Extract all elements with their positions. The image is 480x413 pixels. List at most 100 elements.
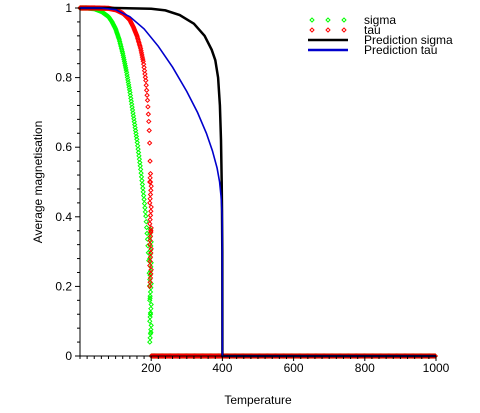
legend-marker bbox=[325, 17, 331, 23]
data-point bbox=[147, 314, 153, 320]
x-tick-label: 1000 bbox=[423, 361, 450, 375]
data-point bbox=[125, 82, 132, 88]
x-tick-label: 600 bbox=[284, 361, 304, 375]
data-point bbox=[122, 63, 128, 69]
data-point bbox=[146, 118, 152, 125]
data-point bbox=[121, 58, 128, 65]
data-point bbox=[148, 285, 154, 291]
data-point bbox=[126, 87, 133, 93]
data-point bbox=[144, 92, 150, 98]
data-point bbox=[141, 196, 147, 203]
data-point bbox=[147, 275, 154, 281]
data-point bbox=[148, 183, 154, 189]
data-point bbox=[147, 335, 153, 341]
data-point bbox=[147, 233, 154, 239]
data-point bbox=[147, 293, 153, 299]
data-point bbox=[145, 111, 152, 117]
series-prediction-tau-line bbox=[80, 7, 436, 357]
data-point bbox=[123, 69, 130, 76]
data-point bbox=[147, 262, 153, 269]
series-prediction-sigma-line bbox=[80, 6, 436, 358]
data-point bbox=[124, 74, 131, 81]
y-tick-label: 0.4 bbox=[55, 210, 72, 224]
data-point bbox=[143, 82, 149, 88]
data-point bbox=[147, 289, 154, 295]
data-point bbox=[140, 189, 146, 195]
data-point bbox=[139, 181, 146, 188]
data-point bbox=[138, 50, 145, 56]
data-point bbox=[144, 97, 151, 103]
data-point bbox=[138, 174, 145, 180]
data-point bbox=[148, 225, 154, 231]
data-point bbox=[143, 213, 149, 219]
data-point bbox=[148, 250, 154, 256]
data-point bbox=[148, 329, 154, 336]
data-point bbox=[147, 221, 153, 227]
x-axis-title: Temperature bbox=[224, 393, 292, 407]
data-point bbox=[148, 243, 154, 249]
data-point bbox=[146, 127, 152, 134]
data-point bbox=[146, 140, 153, 146]
data-point bbox=[122, 60, 128, 67]
data-point bbox=[147, 158, 153, 164]
data-point bbox=[147, 339, 153, 345]
data-point bbox=[147, 318, 153, 324]
y-tick-label: 0.8 bbox=[55, 71, 72, 85]
data-point bbox=[120, 54, 127, 61]
data-point bbox=[148, 271, 154, 277]
data-point bbox=[147, 191, 154, 198]
legend-marker bbox=[309, 17, 315, 23]
legend-marker bbox=[341, 27, 347, 33]
y-axis-title: Average magnetisation bbox=[31, 121, 45, 244]
data-point bbox=[143, 87, 150, 93]
data-point bbox=[147, 175, 153, 181]
series-tau-points bbox=[77, 5, 438, 359]
y-tick-label: 0.6 bbox=[55, 140, 72, 154]
data-point bbox=[147, 200, 153, 206]
x-tick-label: 400 bbox=[212, 361, 232, 375]
data-point bbox=[148, 326, 154, 333]
data-point bbox=[147, 241, 153, 248]
data-point bbox=[147, 331, 154, 337]
data-point bbox=[142, 205, 148, 211]
data-point bbox=[140, 56, 146, 62]
data-point bbox=[148, 305, 154, 312]
data-point bbox=[147, 170, 154, 177]
data-point bbox=[124, 72, 130, 78]
data-point bbox=[121, 56, 127, 63]
legend-marker bbox=[341, 17, 347, 23]
data-point bbox=[147, 283, 153, 290]
data-point bbox=[126, 84, 132, 91]
data-point bbox=[147, 195, 153, 202]
data-point bbox=[148, 246, 154, 252]
data-point bbox=[148, 264, 154, 270]
plot-area bbox=[77, 5, 438, 359]
data-point bbox=[148, 229, 154, 235]
x-tick-label: 200 bbox=[141, 361, 161, 375]
data-point bbox=[147, 216, 153, 223]
data-point bbox=[142, 209, 149, 215]
x-tick-label: 800 bbox=[355, 361, 375, 375]
data-point bbox=[143, 224, 150, 231]
legend-label: tau bbox=[364, 23, 381, 37]
data-point bbox=[147, 279, 153, 285]
data-point bbox=[140, 192, 147, 199]
data-point bbox=[145, 104, 151, 110]
data-point bbox=[147, 179, 154, 185]
data-point bbox=[148, 228, 154, 234]
data-point bbox=[138, 48, 144, 54]
legend-label: sigma bbox=[364, 13, 396, 27]
data-point bbox=[139, 177, 145, 184]
data-point bbox=[140, 185, 146, 191]
series-sigma-points bbox=[77, 5, 438, 359]
data-point bbox=[147, 297, 153, 304]
data-point bbox=[120, 52, 126, 59]
data-point bbox=[125, 77, 131, 83]
data-point bbox=[120, 50, 126, 56]
data-point bbox=[143, 218, 149, 225]
data-point bbox=[147, 237, 153, 244]
legend-label: Prediction sigma bbox=[364, 33, 453, 47]
data-point bbox=[137, 46, 144, 52]
